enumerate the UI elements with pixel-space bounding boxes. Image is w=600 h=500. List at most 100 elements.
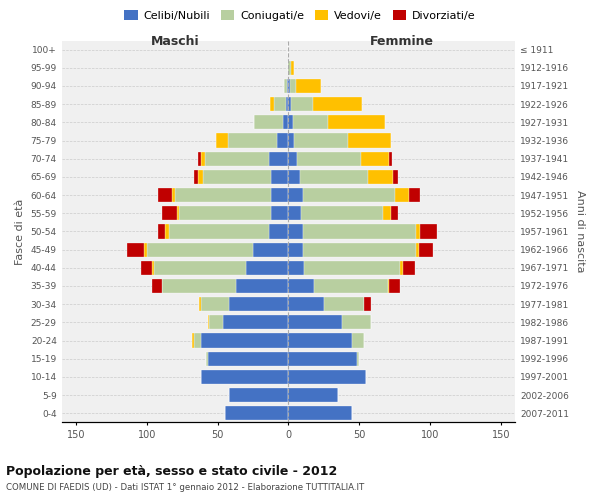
Bar [203, 170, 271, 184]
Bar [225, 406, 289, 420]
Bar [289, 152, 297, 166]
Bar [356, 352, 359, 366]
Bar [289, 60, 292, 75]
Bar [270, 97, 274, 111]
Bar [176, 206, 179, 220]
Bar [289, 352, 356, 366]
Text: Maschi: Maschi [151, 35, 199, 48]
Bar [208, 352, 289, 366]
Bar [409, 188, 421, 202]
Bar [284, 79, 287, 93]
Bar [246, 260, 289, 275]
Text: Popolazione per età, sesso e stato civile - 2012: Popolazione per età, sesso e stato civil… [6, 465, 337, 478]
Bar [289, 370, 367, 384]
Bar [389, 152, 392, 166]
Bar [223, 316, 289, 330]
Bar [294, 134, 348, 147]
Bar [302, 188, 395, 202]
Bar [158, 188, 172, 202]
Bar [348, 134, 391, 147]
Bar [302, 242, 416, 256]
Bar [289, 224, 302, 238]
Bar [391, 206, 398, 220]
Bar [292, 60, 294, 75]
Bar [289, 97, 292, 111]
Bar [198, 170, 203, 184]
Bar [388, 279, 389, 293]
Bar [152, 279, 163, 293]
Bar [205, 152, 269, 166]
Bar [416, 242, 419, 256]
Bar [313, 97, 362, 111]
Bar [289, 206, 301, 220]
Bar [292, 97, 313, 111]
Bar [200, 370, 289, 384]
Bar [194, 170, 198, 184]
Bar [236, 279, 289, 293]
Bar [289, 260, 304, 275]
Bar [169, 224, 269, 238]
Bar [421, 224, 437, 238]
Bar [269, 224, 289, 238]
Bar [144, 242, 147, 256]
Bar [400, 260, 403, 275]
Bar [200, 297, 229, 312]
Bar [389, 279, 400, 293]
Y-axis label: Fasce di età: Fasce di età [15, 198, 25, 264]
Bar [198, 152, 200, 166]
Bar [229, 297, 289, 312]
Bar [289, 242, 302, 256]
Bar [194, 334, 200, 347]
Bar [152, 260, 154, 275]
Bar [127, 242, 144, 256]
Bar [289, 316, 343, 330]
Bar [141, 260, 152, 275]
Bar [208, 316, 209, 330]
Bar [229, 388, 289, 402]
Bar [293, 115, 328, 130]
Bar [192, 334, 194, 347]
Bar [383, 206, 391, 220]
Bar [200, 334, 289, 347]
Bar [286, 97, 289, 111]
Text: Femmine: Femmine [370, 35, 434, 48]
Bar [271, 206, 289, 220]
Bar [289, 170, 300, 184]
Bar [287, 79, 289, 93]
Bar [269, 152, 289, 166]
Bar [395, 188, 409, 202]
Bar [172, 188, 175, 202]
Bar [216, 134, 227, 147]
Legend: Celibi/Nubili, Coniugati/e, Vedovi/e, Divorziati/e: Celibi/Nubili, Coniugati/e, Vedovi/e, Di… [120, 6, 480, 25]
Bar [289, 388, 338, 402]
Bar [163, 206, 176, 220]
Bar [200, 152, 205, 166]
Bar [283, 115, 289, 130]
Bar [274, 97, 286, 111]
Bar [271, 170, 289, 184]
Bar [253, 242, 289, 256]
Text: COMUNE DI FAEDIS (UD) - Dati ISTAT 1° gennaio 2012 - Elaborazione TUTTITALIA.IT: COMUNE DI FAEDIS (UD) - Dati ISTAT 1° ge… [6, 482, 364, 492]
Bar [227, 134, 277, 147]
Bar [179, 206, 271, 220]
Bar [277, 134, 289, 147]
Bar [324, 297, 364, 312]
Bar [364, 297, 371, 312]
Bar [302, 224, 416, 238]
Bar [199, 297, 200, 312]
Bar [314, 279, 388, 293]
Bar [289, 115, 293, 130]
Bar [289, 134, 294, 147]
Bar [147, 242, 253, 256]
Bar [403, 260, 415, 275]
Bar [289, 279, 314, 293]
Bar [304, 260, 400, 275]
Bar [419, 242, 433, 256]
Bar [361, 152, 389, 166]
Bar [300, 170, 368, 184]
Bar [394, 170, 398, 184]
Bar [289, 188, 302, 202]
Y-axis label: Anni di nascita: Anni di nascita [575, 190, 585, 272]
Bar [289, 334, 352, 347]
Bar [296, 79, 321, 93]
